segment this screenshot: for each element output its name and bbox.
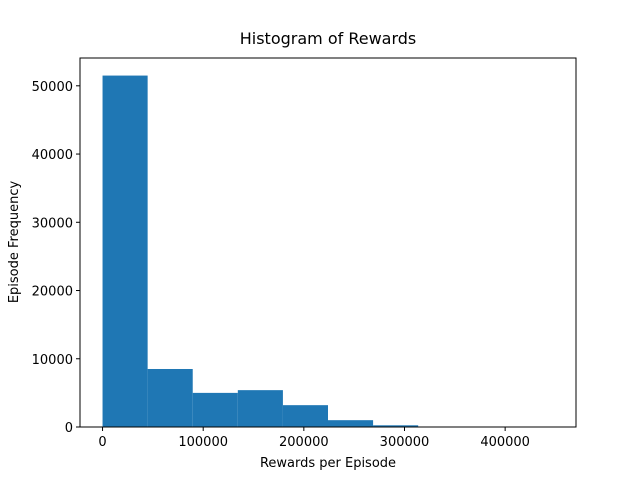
plot-frame xyxy=(79,57,577,428)
y-tick-label: 0 xyxy=(65,421,73,436)
y-tick-label: 30000 xyxy=(32,216,73,231)
bar xyxy=(147,368,193,427)
y-tick-label: 20000 xyxy=(32,285,73,300)
x-tick-label: 0 xyxy=(98,435,106,450)
bar xyxy=(328,420,374,427)
bar xyxy=(282,405,328,427)
bar xyxy=(102,75,148,428)
chart-title: Histogram of Rewards xyxy=(240,29,417,48)
y-axis-label: Episode Frequency xyxy=(7,181,22,304)
x-axis-label: Rewards per Episode xyxy=(260,456,396,471)
x-tick-label: 100000 xyxy=(178,435,228,450)
bar xyxy=(237,390,283,427)
x-tick-label: 300000 xyxy=(380,435,430,450)
x-tick-label: 400000 xyxy=(480,435,530,450)
y-tick-label: 40000 xyxy=(32,148,73,163)
bar xyxy=(192,392,238,427)
y-tick-label: 10000 xyxy=(32,353,73,368)
bar xyxy=(373,425,419,427)
y-tick-label: 50000 xyxy=(32,80,73,95)
x-tick-label: 200000 xyxy=(279,435,329,450)
